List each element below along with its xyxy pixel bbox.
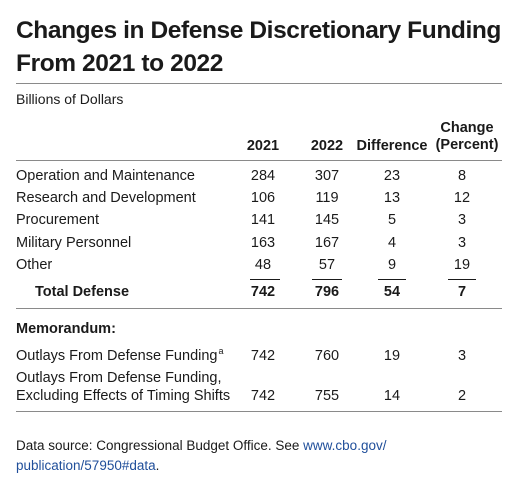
column-header-change-line-1: Change [440,120,494,136]
cell-2022: 760 [314,348,340,364]
row-label: Research and Development [16,190,196,206]
cell-change-percent: 3 [457,235,467,251]
cell-2021: 163 [250,235,276,251]
cell-difference: 23 [383,168,401,184]
total-2021: 742 [250,284,276,300]
cell-change-percent: 8 [457,168,467,184]
total-2022: 796 [314,284,340,300]
cell-change-percent: 19 [453,257,471,273]
table-bottom-divider [16,411,502,412]
cell-difference: 14 [383,388,401,404]
cell-2022: 167 [314,235,340,251]
row-label-line-2: Excluding Effects of Timing Shifts [16,388,231,404]
cell-2021: 106 [250,190,276,206]
source-link-part-1[interactable]: www.cbo.gov/ [303,438,387,453]
cell-2021: 284 [250,168,276,184]
total-difference: 54 [383,284,401,300]
row-label-text: Outlays From Defense Funding [16,348,218,364]
sum-underline-2021 [250,279,280,280]
sum-underline-2022 [312,279,342,280]
sum-underline-change [448,279,476,280]
cell-2021: 141 [250,212,276,228]
sum-underline-difference [378,279,406,280]
cell-change-percent: 2 [457,388,467,404]
cell-2022: 57 [318,257,336,273]
source-link-part-2[interactable]: publication/57950#data [16,458,156,473]
total-label: Total Defense [35,284,130,300]
cell-2022: 119 [315,190,339,206]
cell-difference: 5 [387,212,397,228]
title-line-1: Changes in Defense Discretionary Funding [16,17,501,44]
total-change-percent: 7 [457,284,467,300]
column-header-change: Change (Percent) [428,120,506,154]
cell-difference: 4 [387,235,397,251]
column-header-2022: 2022 [310,138,344,154]
title-line-2: From 2021 to 2022 [16,50,224,77]
data-source-note: Data source: Congressional Budget Office… [16,436,496,476]
cell-2021: 48 [254,257,272,273]
source-suffix: . [155,458,160,473]
total-divider [16,308,502,309]
footnote-marker: a [218,346,224,356]
column-header-change-line-2: (Percent) [435,137,499,153]
title-divider [16,83,502,84]
source-prefix: Data source: Congressional Budget Office… [16,438,304,453]
cell-2022: 307 [314,168,340,184]
cell-2022: 755 [314,388,340,404]
cell-2021: 742 [250,348,276,364]
units-subtitle: Billions of Dollars [16,91,124,107]
row-label-line-1: Outlays From Defense Funding, [16,370,222,386]
column-header-difference: Difference [356,138,428,154]
column-header-2021: 2021 [246,138,280,154]
cell-2022: 145 [314,212,340,228]
cell-difference: 13 [383,190,401,206]
cell-change-percent: 12 [453,190,471,206]
row-label: Outlays From Defense Fundinga [16,347,224,365]
cell-change-percent: 3 [457,348,467,364]
cell-difference: 9 [387,257,397,273]
cell-change-percent: 3 [457,212,467,228]
cell-difference: 19 [383,348,401,364]
row-label: Other [16,257,53,273]
cell-2021: 742 [250,388,276,404]
table-title: Changes in Defense Discretionary Funding… [16,14,506,80]
memorandum-heading: Memorandum: [16,321,116,337]
row-label: Procurement [16,212,100,228]
row-label: Operation and Maintenance [16,168,195,184]
header-divider [16,160,502,161]
row-label: Military Personnel [16,235,132,251]
